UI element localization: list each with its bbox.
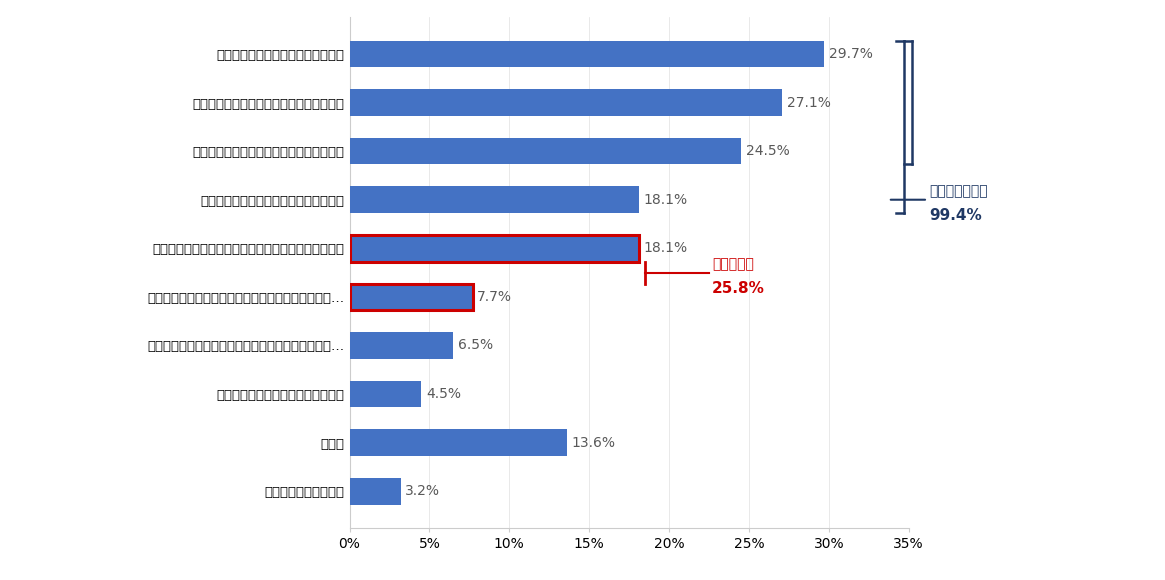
Text: 99.4%: 99.4% — [930, 208, 982, 223]
Bar — [350, 332, 453, 359]
Bar — [350, 478, 401, 505]
Bar — [350, 89, 783, 116]
Text: 29.7%: 29.7% — [828, 47, 873, 61]
Text: 27.1%: 27.1% — [788, 96, 831, 110]
Text: 24.5%: 24.5% — [746, 144, 790, 158]
Text: 物品の購入: 物品の購入 — [712, 257, 754, 271]
Bar — [350, 380, 422, 407]
Bar — [350, 284, 473, 310]
Text: 6.5%: 6.5% — [458, 339, 493, 353]
Text: 13.6%: 13.6% — [572, 436, 615, 450]
Text: 18.1%: 18.1% — [643, 193, 687, 206]
Bar — [350, 186, 638, 213]
Text: 3.2%: 3.2% — [405, 484, 440, 498]
Bar — [350, 235, 638, 262]
Bar — [350, 41, 824, 67]
Text: 4.5%: 4.5% — [426, 387, 461, 401]
Text: 7.7%: 7.7% — [478, 290, 513, 304]
Bar — [350, 429, 567, 456]
Text: 18.1%: 18.1% — [643, 241, 687, 255]
Text: 25.8%: 25.8% — [712, 281, 765, 296]
Bar — [350, 138, 741, 165]
Bar — [350, 284, 473, 310]
Bar — [350, 235, 638, 262]
Text: 金品による寄付: 金品による寄付 — [930, 184, 988, 198]
